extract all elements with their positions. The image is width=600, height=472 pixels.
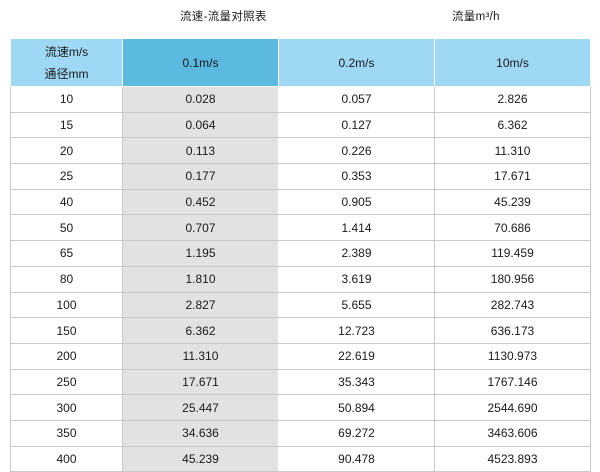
cell-v2: 0.353: [278, 163, 435, 190]
table-caption: 流速-流量对照表: [180, 11, 267, 23]
cell-v1: 17.671: [122, 368, 279, 396]
cell-v3: 282.743: [434, 291, 591, 319]
cell-dn: 350: [10, 419, 123, 447]
cell-v2: 69.272: [278, 419, 435, 447]
cell-dn: 200: [10, 342, 123, 370]
cell-dn: 400: [10, 445, 123, 472]
cell-dn: 50: [10, 214, 123, 242]
cell-v3: 11.310: [434, 137, 591, 165]
table-row: 40 0.452 0.905 45.239: [10, 188, 591, 216]
cell-v1: 25.447: [122, 394, 279, 421]
cell-v1: 45.239: [122, 445, 279, 472]
flow-velocity-table: 流速m/s 通径mm 0.1m/s 0.2m/s 10m/s 10 0.028 …: [10, 38, 591, 472]
table-row: 50 0.707 1.414 70.686: [10, 214, 591, 242]
caption-row: 流速-流量对照表 流量m³/h: [0, 8, 600, 30]
header-col-3: 10m/s: [434, 38, 591, 87]
table-row: 25 0.177 0.353 17.671: [10, 163, 591, 190]
cell-v2: 12.723: [278, 317, 435, 344]
cell-v3: 2544.690: [434, 394, 591, 421]
cell-v3: 119.459: [434, 240, 591, 267]
table-row: 15 0.064 0.127 6.362: [10, 111, 591, 139]
cell-v3: 180.956: [434, 265, 591, 293]
cell-dn: 10: [10, 86, 123, 113]
cell-v2: 0.226: [278, 137, 435, 165]
cell-v2: 2.389: [278, 240, 435, 267]
cell-v2: 50.894: [278, 394, 435, 421]
cell-v2: 22.619: [278, 342, 435, 370]
table-row: 350 34.636 69.272 3463.606: [10, 419, 591, 447]
header-corner-cell: 流速m/s 通径mm: [10, 38, 123, 87]
header-col-2: 0.2m/s: [278, 38, 435, 87]
cell-v1: 2.827: [122, 291, 279, 319]
cell-v3: 4523.893: [434, 445, 591, 472]
cell-v2: 3.619: [278, 265, 435, 293]
cell-v1: 0.707: [122, 214, 279, 242]
cell-dn: 300: [10, 394, 123, 421]
cell-dn: 150: [10, 317, 123, 344]
cell-v2: 1.414: [278, 214, 435, 242]
cell-dn: 80: [10, 265, 123, 293]
table-row: 65 1.195 2.389 119.459: [10, 240, 591, 267]
cell-v3: 3463.606: [434, 419, 591, 447]
header-diameter-label: 通径mm: [44, 67, 89, 81]
cell-v1: 0.452: [122, 188, 279, 216]
cell-v3: 2.826: [434, 86, 591, 113]
cell-v2: 0.905: [278, 188, 435, 216]
table-row: 20 0.113 0.226 11.310: [10, 137, 591, 165]
table-row: 400 45.239 90.478 4523.893: [10, 445, 591, 472]
cell-v2: 5.655: [278, 291, 435, 319]
cell-dn: 65: [10, 240, 123, 267]
table-body: 10 0.028 0.057 2.826 15 0.064 0.127 6.36…: [10, 86, 591, 472]
table-row: 150 6.362 12.723 636.173: [10, 317, 591, 344]
cell-v2: 35.343: [278, 368, 435, 396]
cell-dn: 40: [10, 188, 123, 216]
cell-v1: 0.113: [122, 137, 279, 165]
cell-dn: 100: [10, 291, 123, 319]
table-row: 80 1.810 3.619 180.956: [10, 265, 591, 293]
table-row: 10 0.028 0.057 2.826: [10, 86, 591, 113]
cell-v3: 17.671: [434, 163, 591, 190]
cell-dn: 250: [10, 368, 123, 396]
cell-dn: 15: [10, 111, 123, 139]
cell-v3: 1130.973: [434, 342, 591, 370]
cell-v2: 0.057: [278, 86, 435, 113]
cell-v3: 1767.146: [434, 368, 591, 396]
cell-v1: 11.310: [122, 342, 279, 370]
header-row: 流速m/s 通径mm 0.1m/s 0.2m/s 10m/s: [10, 38, 591, 87]
table-row: 250 17.671 35.343 1767.146: [10, 368, 591, 396]
flow-unit-caption: 流量m³/h: [452, 11, 500, 23]
cell-v1: 1.195: [122, 240, 279, 267]
cell-v3: 70.686: [434, 214, 591, 242]
cell-v3: 6.362: [434, 111, 591, 139]
cell-v1: 0.028: [122, 86, 279, 113]
table-row: 100 2.827 5.655 282.743: [10, 291, 591, 319]
cell-v1: 6.362: [122, 317, 279, 344]
cell-v3: 636.173: [434, 317, 591, 344]
table-row: 300 25.447 50.894 2544.690: [10, 394, 591, 421]
table-row: 200 11.310 22.619 1130.973: [10, 342, 591, 370]
cell-v1: 0.177: [122, 163, 279, 190]
cell-v1: 0.064: [122, 111, 279, 139]
cell-v2: 0.127: [278, 111, 435, 139]
cell-v2: 90.478: [278, 445, 435, 472]
cell-dn: 25: [10, 163, 123, 190]
header-velocity-label: 流速m/s: [44, 45, 89, 59]
cell-v1: 34.636: [122, 419, 279, 447]
cell-v3: 45.239: [434, 188, 591, 216]
cell-dn: 20: [10, 137, 123, 165]
header-col-1: 0.1m/s: [122, 38, 279, 87]
cell-v1: 1.810: [122, 265, 279, 293]
table-header: 流速m/s 通径mm 0.1m/s 0.2m/s 10m/s: [10, 38, 591, 87]
